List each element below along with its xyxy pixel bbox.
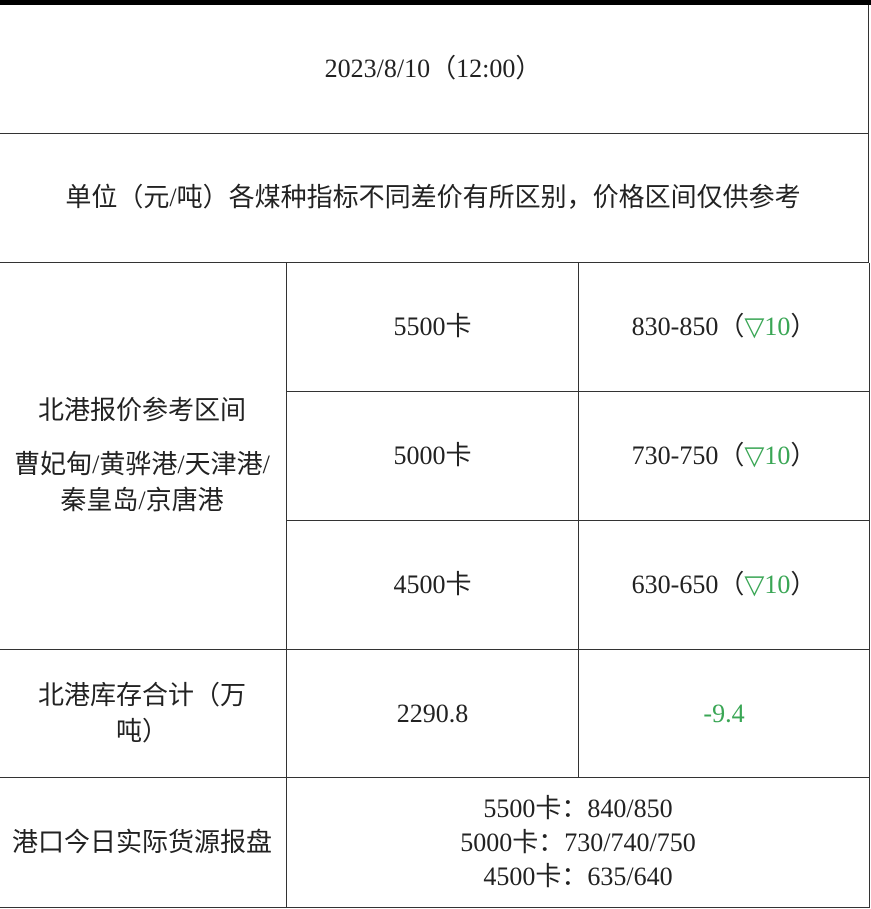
actual-offer-label: 港口今日实际货源报盘 xyxy=(11,827,272,857)
north-port-label-cell: 北港报价参考区间 曹妃甸/黄骅港/天津港/秦皇岛/京唐港 xyxy=(0,263,287,650)
range-text: 730-750（ xyxy=(631,441,745,470)
grade-text: 5500卡 xyxy=(393,312,472,341)
date-header: 2023/8/10（12:00） xyxy=(0,5,869,134)
change-text: 10 xyxy=(764,441,791,470)
grade-5000: 5000卡 xyxy=(287,392,579,521)
grade-text: 5000卡 xyxy=(393,441,472,470)
inventory-label-cell: 北港库存合计（万吨） xyxy=(0,650,287,778)
inventory-value-cell: 2290.8 xyxy=(287,650,579,778)
down-triangle-icon: ▽ xyxy=(744,312,765,341)
price-range-5000: 730-750（ ▽ 10） xyxy=(579,392,870,521)
down-triangle-icon: ▽ xyxy=(744,570,765,599)
offer-line: 5000卡：730/740/750 xyxy=(460,827,696,857)
paren: ） xyxy=(790,441,817,470)
paren: ） xyxy=(790,570,817,599)
actual-offer-label-cell: 港口今日实际货源报盘 xyxy=(0,778,287,908)
grade-text: 4500卡 xyxy=(393,570,472,599)
north-port-label: 北港报价参考区间 xyxy=(37,396,246,425)
grade-4500: 4500卡 xyxy=(287,521,579,650)
inventory-change: -9.4 xyxy=(703,698,745,728)
price-range-4500: 630-650（ ▽ 10） xyxy=(579,521,870,650)
change-text: 10 xyxy=(764,312,791,341)
datetime-text: 2023/8/10（12:00） xyxy=(324,54,542,83)
range-text: 630-650（ xyxy=(631,570,745,599)
unit-note: 单位（元/吨）各煤种指标不同差价有所区别，价格区间仅供参考 xyxy=(0,134,869,263)
offer-line: 5500卡：840/850 xyxy=(483,793,673,823)
grade-5500: 5500卡 xyxy=(287,263,579,392)
actual-offer-values-cell: 5500卡：840/850 5000卡：730/740/750 4500卡：63… xyxy=(287,778,870,908)
top-bar xyxy=(0,0,871,5)
inventory-value: 2290.8 xyxy=(396,698,469,728)
change-text: 10 xyxy=(764,570,791,599)
inventory-change-cell: -9.4 xyxy=(579,650,870,778)
offer-line: 4500卡：635/640 xyxy=(483,861,673,891)
range-text: 830-850（ xyxy=(631,312,745,341)
inventory-label: 北港库存合计（万吨） xyxy=(37,680,246,746)
down-triangle-icon: ▽ xyxy=(744,441,765,470)
price-range-5500: 830-850（ ▽ 10） xyxy=(579,263,870,392)
ports-list: 曹妃甸/黄骅港/天津港/秦皇岛/京唐港 xyxy=(14,450,270,515)
unit-note-text: 单位（元/吨）各煤种指标不同差价有所区别，价格区间仅供参考 xyxy=(65,183,801,212)
paren: ） xyxy=(790,312,817,341)
